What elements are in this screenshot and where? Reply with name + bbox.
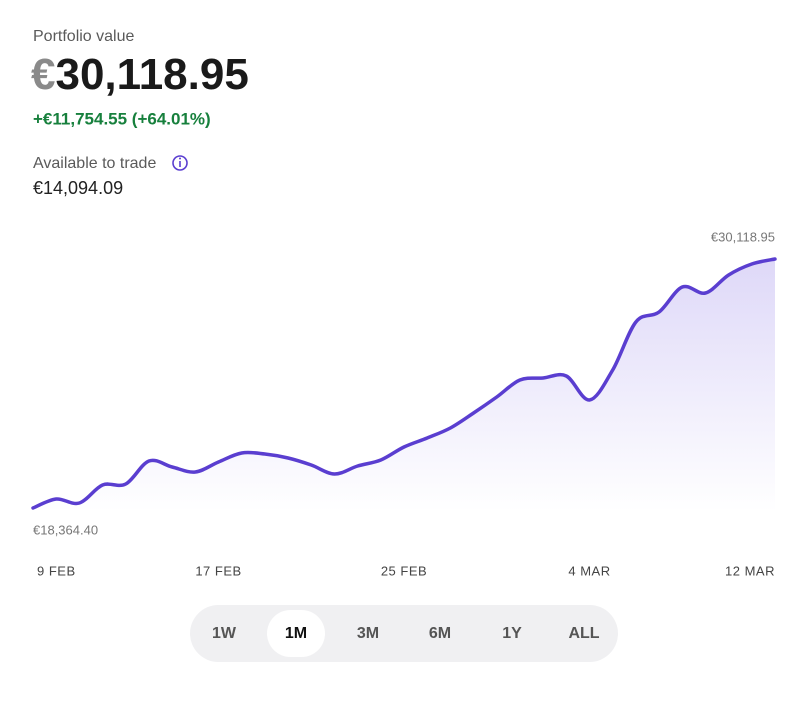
x-tick-label: 25 FEB [381, 563, 427, 578]
available-value: €14,094.09 [33, 178, 123, 198]
available-label: Available to trade [33, 155, 156, 172]
range-button[interactable]: 3M [357, 625, 379, 642]
currency: € [31, 50, 55, 99]
selected-pill [267, 610, 325, 657]
line [31, 257, 777, 510]
value-label: €18,364.40 [33, 522, 98, 537]
portfolio-value: €30,118.95 [31, 50, 249, 99]
range-selector [190, 605, 618, 662]
range-button[interactable]: ALL [568, 625, 599, 642]
x-tick-label: 17 FEB [195, 563, 241, 578]
x-tick-label: 4 MAR [568, 563, 610, 578]
range-button[interactable]: 1M [285, 625, 307, 642]
value-label: €30,118.95 [711, 229, 775, 244]
change: +€11,754.55 (+64.01%) [33, 109, 211, 128]
amount: 30,118.95 [55, 50, 248, 99]
x-tick-label: 9 FEB [37, 563, 76, 578]
title: Portfolio value [33, 28, 134, 45]
info-circle [172, 155, 188, 171]
range-button[interactable]: 1W [212, 625, 237, 642]
info-icon[interactable] [172, 155, 188, 171]
range-button[interactable]: 6M [429, 625, 451, 642]
chart: €18,364.40 €30,118.95 9 FEB 17 FEB 25 FEB 4 M… [31, 229, 777, 578]
info-dot [179, 157, 181, 160]
area [33, 259, 775, 512]
range-button[interactable]: 1Y [502, 625, 522, 642]
x-tick-label: 12 MAR [725, 563, 775, 578]
range-buttons: 1W 1M 3M 6M 1Y ALL [212, 610, 600, 657]
